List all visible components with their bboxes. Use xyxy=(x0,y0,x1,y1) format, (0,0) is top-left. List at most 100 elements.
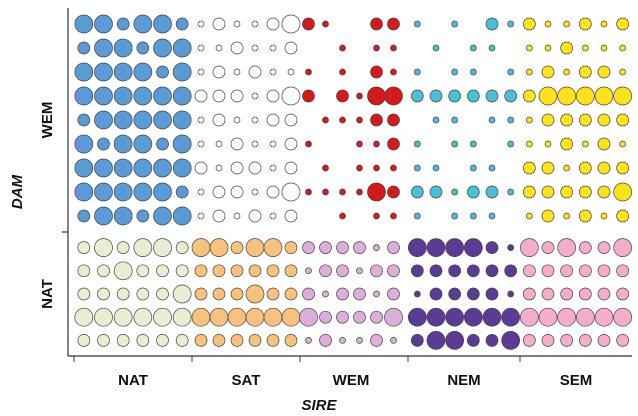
bubble xyxy=(519,307,539,327)
bubble xyxy=(94,110,113,130)
bubble xyxy=(429,264,443,278)
bubble xyxy=(212,89,226,103)
bubble xyxy=(336,310,349,324)
bubble xyxy=(557,307,577,327)
bubble xyxy=(616,113,630,127)
bubble xyxy=(245,307,265,327)
bubble xyxy=(613,238,633,257)
bubble xyxy=(557,238,577,257)
bubble xyxy=(407,307,427,327)
bubble xyxy=(560,287,574,301)
bubble xyxy=(212,65,226,79)
bubble xyxy=(407,238,427,257)
bubble xyxy=(153,38,172,58)
bubble xyxy=(172,134,192,154)
bubble xyxy=(541,185,555,199)
bubble xyxy=(594,307,614,327)
bubble xyxy=(525,116,533,124)
bubble xyxy=(269,212,277,220)
bubble xyxy=(322,188,329,196)
bubble xyxy=(356,188,363,196)
bubble xyxy=(94,62,113,82)
bubble xyxy=(448,89,462,103)
bubble xyxy=(153,110,172,130)
bubble xyxy=(175,264,189,278)
bubble xyxy=(429,185,443,199)
bubble xyxy=(482,307,502,327)
bubble xyxy=(94,238,113,257)
bubble xyxy=(448,264,462,278)
bubble xyxy=(507,68,515,76)
bubble xyxy=(175,17,189,31)
bubble xyxy=(339,188,346,196)
bubble xyxy=(227,307,247,327)
bubble xyxy=(113,158,133,178)
bubble xyxy=(469,164,477,172)
bubble xyxy=(215,140,223,148)
bubble xyxy=(175,241,189,254)
bubble xyxy=(230,287,244,301)
bubble xyxy=(172,206,192,226)
x-tick-label: WEM xyxy=(333,372,370,389)
bubble xyxy=(616,17,630,31)
x-tick-label: SEM xyxy=(560,372,593,389)
bubble xyxy=(281,14,301,34)
bubble xyxy=(578,241,592,254)
bubble xyxy=(74,182,94,202)
bubble xyxy=(156,334,169,347)
bubble xyxy=(215,44,223,52)
bubble xyxy=(281,86,301,106)
x-tick-label: NEM xyxy=(447,372,480,389)
bubble xyxy=(463,307,483,327)
bubble xyxy=(390,164,397,172)
bubble xyxy=(284,209,298,223)
bubble xyxy=(230,41,244,55)
bubble xyxy=(485,185,499,199)
bubble xyxy=(387,137,400,151)
bubble xyxy=(578,185,592,199)
bubble xyxy=(156,65,169,79)
bubble xyxy=(136,264,150,278)
bubble xyxy=(251,116,259,124)
y-tick-label: NAT xyxy=(39,279,56,309)
bubble xyxy=(197,188,205,196)
bubble xyxy=(560,41,574,55)
bubble xyxy=(133,158,153,178)
bubble xyxy=(373,290,380,298)
bubble xyxy=(215,164,223,172)
bubble xyxy=(522,334,536,347)
bubble xyxy=(356,267,363,275)
bubble xyxy=(597,287,611,301)
bubble xyxy=(116,334,130,347)
bubble xyxy=(501,307,521,327)
bubble xyxy=(266,17,280,31)
bubble xyxy=(251,188,259,196)
bubble xyxy=(413,68,421,76)
bubble xyxy=(269,68,277,76)
bubble xyxy=(212,17,226,31)
bubble xyxy=(353,241,366,254)
bubble xyxy=(94,14,113,34)
bubble xyxy=(429,89,443,103)
bubble xyxy=(94,38,113,58)
bubble xyxy=(522,17,536,31)
bubble xyxy=(113,134,133,154)
bubble xyxy=(175,185,189,199)
bubble xyxy=(156,287,169,301)
bubble xyxy=(136,287,150,301)
bubble xyxy=(339,212,346,220)
bubble xyxy=(136,209,150,223)
bubble xyxy=(541,161,555,175)
bubble xyxy=(194,161,208,175)
bubble xyxy=(541,287,555,301)
bubble xyxy=(113,38,133,58)
bubble xyxy=(113,261,133,281)
bubble xyxy=(469,68,477,76)
bubble xyxy=(578,17,592,31)
bubble xyxy=(153,206,172,226)
bubble xyxy=(305,267,312,275)
bubble xyxy=(133,86,153,106)
bubble xyxy=(448,287,462,301)
y-axis-label: DAM xyxy=(9,174,26,209)
bubble xyxy=(544,140,552,148)
